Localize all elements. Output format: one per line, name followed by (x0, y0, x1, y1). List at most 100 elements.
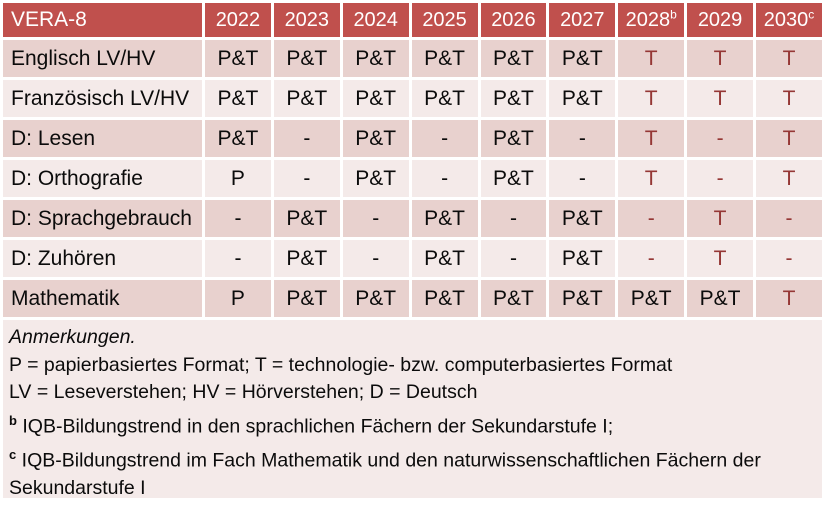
format-cell: P&T (480, 80, 547, 117)
format-cell: T (687, 80, 753, 117)
row-label: D: Lesen (3, 120, 202, 157)
format-cell: T (756, 80, 822, 117)
format-cell: - (480, 200, 547, 237)
note-line: LV = Leseverstehen; HV = Hörverstehen; D… (9, 381, 478, 403)
notes-lines: P = papierbasiertes Format; T = technolo… (9, 352, 814, 503)
format-cell: P&T (342, 80, 409, 117)
year-header-2028: 2028b (618, 3, 685, 37)
year-header-2030: 2030c (756, 3, 822, 37)
format-cell: - (756, 240, 822, 277)
format-cell: - (618, 240, 685, 277)
format-cell: P&T (342, 160, 409, 197)
format-cell: P&T (411, 80, 478, 117)
row-label: Französisch LV/HV (3, 80, 202, 117)
format-cell: P&T (480, 160, 547, 197)
format-cell: - (205, 200, 271, 237)
format-cell: - (342, 200, 409, 237)
table-row: Französisch LV/HV P&T P&T P&T P&T P&T P&T T T T (3, 80, 822, 117)
format-cell: T (756, 160, 822, 197)
format-cell: P&T (273, 240, 340, 277)
format-cell: T (756, 280, 822, 317)
format-cell: P (205, 160, 271, 197)
note-line: b IQB-Bildungstrend in den sprachlichen … (9, 412, 614, 438)
table-row: Englisch LV/HV P&T P&T P&T P&T P&T P&T T T T (3, 40, 822, 77)
format-cell: P&T (273, 200, 340, 237)
format-cell: T (687, 200, 753, 237)
year-header-2025: 2025 (411, 3, 478, 37)
format-cell: T (756, 120, 822, 157)
footnote-marker-c: c (808, 6, 815, 21)
row-label: Englisch LV/HV (3, 40, 202, 77)
format-cell: - (549, 120, 616, 157)
format-cell: T (618, 160, 685, 197)
table-row: D: Lesen P&T - P&T - P&T - T - T (3, 120, 822, 157)
format-cell: P&T (687, 280, 753, 317)
format-cell: P&T (618, 280, 685, 317)
format-cell: P&T (480, 120, 547, 157)
year-header-2023: 2023 (273, 3, 340, 37)
table-row: D: Orthografie P - P&T - P&T - T - T (3, 160, 822, 197)
format-cell: P&T (411, 280, 478, 317)
format-cell: P&T (480, 280, 547, 317)
note-line: c IQB-Bildungstrend im Fach Mathematik u… (9, 446, 761, 499)
year-header-2026: 2026 (480, 3, 547, 37)
format-cell: P&T (549, 80, 616, 117)
format-cell: P&T (273, 80, 340, 117)
year-header-2027: 2027 (549, 3, 616, 37)
format-cell: - (411, 120, 478, 157)
table-row: D: Zuhören - P&T - P&T - P&T - T - (3, 240, 822, 277)
format-cell: P&T (549, 40, 616, 77)
format-cell: - (273, 160, 340, 197)
format-cell: P&T (411, 200, 478, 237)
footnote-marker-c: c (9, 446, 17, 462)
format-cell: P&T (205, 40, 271, 77)
row-label: D: Sprachgebrauch (3, 200, 202, 237)
notes-section: Anmerkungen. P = papierbasiertes Format;… (3, 320, 822, 499)
format-cell: P&T (342, 120, 409, 157)
row-label: D: Orthografie (3, 160, 202, 197)
year-header-2024: 2024 (342, 3, 409, 37)
format-cell: T (687, 40, 753, 77)
notes-heading: Anmerkungen. (9, 326, 136, 348)
table-row: Mathematik P P&T P&T P&T P&T P&T P&T P&T T (3, 280, 822, 317)
format-cell: P&T (549, 240, 616, 277)
format-cell: - (273, 120, 340, 157)
format-cell: P&T (342, 40, 409, 77)
format-cell: - (480, 240, 547, 277)
format-cell: T (687, 240, 753, 277)
format-cell: P&T (411, 40, 478, 77)
format-cell: T (618, 120, 685, 157)
vera8-schedule-table: VERA-8 2022 2023 2024 2025 2026 2027 2028b 2029… (3, 3, 822, 317)
format-cell: - (205, 240, 271, 277)
year-header-2022: 2022 (205, 3, 271, 37)
table-title: VERA-8 (3, 3, 202, 37)
format-cell: P&T (273, 40, 340, 77)
format-cell: P&T (205, 80, 271, 117)
format-cell: - (411, 160, 478, 197)
table-body: Englisch LV/HV P&T P&T P&T P&T P&T P&T T T T Franz… (3, 40, 822, 317)
format-cell: P&T (342, 280, 409, 317)
format-cell: P&T (273, 280, 340, 317)
format-cell: P&T (205, 120, 271, 157)
row-label: D: Zuhören (3, 240, 202, 277)
format-cell: T (618, 80, 685, 117)
format-cell: - (342, 240, 409, 277)
format-cell: - (687, 120, 753, 157)
row-label: Mathematik (3, 280, 202, 317)
format-cell: T (756, 40, 822, 77)
format-cell: - (618, 200, 685, 237)
note-line: P = papierbasiertes Format; T = technolo… (9, 353, 673, 376)
year-header-2029: 2029 (687, 3, 753, 37)
format-cell: P (205, 280, 271, 317)
footnote-marker-b: b (9, 412, 17, 428)
footnote-marker-b: b (670, 6, 677, 21)
format-cell: P&T (480, 40, 547, 77)
header-row: VERA-8 2022 2023 2024 2025 2026 2027 2028b 2029… (3, 3, 822, 37)
format-cell: P&T (549, 200, 616, 237)
format-cell: - (687, 160, 753, 197)
format-cell: - (756, 200, 822, 237)
format-cell: P&T (549, 280, 616, 317)
format-cell: P&T (411, 240, 478, 277)
format-cell: - (549, 160, 616, 197)
